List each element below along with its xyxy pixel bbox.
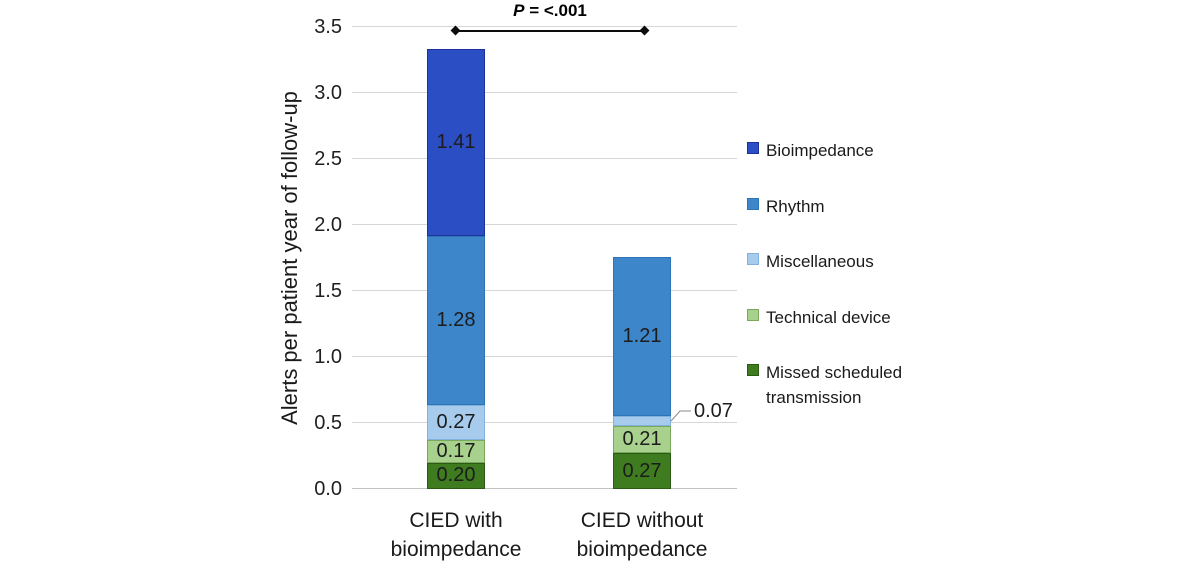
segment-rhythm-1: 1.21 bbox=[613, 256, 671, 417]
gridline-2.0 bbox=[352, 224, 737, 225]
legend-item-rhythm: Rhythm bbox=[747, 194, 947, 219]
legend-swatch-technical-device bbox=[747, 308, 759, 321]
value-label-missed-scheduled-transmission-0: 0.20 bbox=[436, 464, 476, 487]
significance-line bbox=[455, 30, 645, 32]
y-tick-label-1.5: 1.5 bbox=[314, 280, 342, 302]
y-tick-label-3.5: 3.5 bbox=[314, 16, 342, 38]
gridline-1.5 bbox=[352, 290, 737, 291]
legend-label-miscellaneous: Miscellaneous bbox=[766, 252, 874, 271]
gridline-0.5 bbox=[352, 422, 737, 423]
callout-label: 0.07 bbox=[694, 400, 733, 422]
y-tick-label-3.0: 3.0 bbox=[314, 82, 342, 104]
value-label-bioimpedance-0: 1.41 bbox=[436, 131, 476, 153]
y-tick-label-2.0: 2.0 bbox=[314, 214, 342, 236]
value-label-rhythm-0: 1.28 bbox=[436, 308, 476, 331]
y-tick-label-0.5: 0.5 bbox=[314, 412, 342, 434]
x-category-label-cied-without-bioimpedance: CIED without bioimpedance bbox=[576, 509, 708, 561]
legend-item-bioimpedance: Bioimpedance bbox=[747, 138, 947, 163]
legend-label-bioimpedance: Bioimpedance bbox=[766, 141, 874, 160]
legend-swatch-miscellaneous bbox=[747, 253, 759, 265]
segment-technical-device-1: 0.21 bbox=[613, 425, 671, 454]
p-value-label: P = <.001 bbox=[455, 1, 645, 21]
value-label-rhythm-1: 1.21 bbox=[622, 325, 662, 348]
y-axis-title: Alerts per patient year of follow-up bbox=[277, 91, 302, 425]
segment-technical-device-0: 0.17 bbox=[427, 439, 485, 463]
legend-item-missed-scheduled-transmission: Missed scheduled transmission bbox=[747, 360, 947, 410]
legend-swatch-bioimpedance bbox=[747, 142, 759, 154]
legend-label-rhythm: Rhythm bbox=[766, 196, 825, 216]
plot-area: 0.20 0.17 0.27 1.28 1.41 0.27 0.21 1.21 bbox=[352, 26, 737, 489]
value-label-missed-scheduled-transmission-1: 0.27 bbox=[622, 459, 662, 482]
legend-item-technical-device: Technical device bbox=[747, 305, 947, 330]
value-label-technical-device-0: 0.17 bbox=[436, 439, 476, 462]
segment-rhythm-0: 1.28 bbox=[427, 235, 485, 405]
segment-missed-scheduled-transmission-1: 0.27 bbox=[613, 453, 671, 489]
p-value-text: = <.001 bbox=[524, 1, 587, 20]
gridline-3.0 bbox=[352, 92, 737, 93]
segment-miscellaneous-1 bbox=[613, 416, 671, 426]
gridline-3.5 bbox=[352, 26, 737, 27]
x-category-label-cied-with-bioimpedance: CIED with bioimpedance bbox=[390, 509, 522, 561]
gridline-2.5 bbox=[352, 158, 737, 159]
legend-label-technical-device: Technical device bbox=[766, 307, 891, 327]
legend-label-missed-scheduled-transmission: Missed scheduled transmission bbox=[766, 363, 903, 407]
gridline-0.0 bbox=[352, 488, 737, 489]
significance-annotation: P = <.001 bbox=[450, 0, 650, 40]
y-tick-label-0.0: 0.0 bbox=[314, 478, 342, 500]
y-tick-label-1.0: 1.0 bbox=[314, 346, 342, 368]
segment-missed-scheduled-transmission-0: 0.20 bbox=[427, 462, 485, 489]
legend-swatch-rhythm bbox=[747, 197, 759, 210]
gridline-1.0 bbox=[352, 356, 737, 357]
segment-miscellaneous-0: 0.27 bbox=[427, 404, 485, 441]
value-label-miscellaneous-0: 0.27 bbox=[436, 410, 476, 433]
bar-cied-with-bioimpedance: 0.20 0.17 0.27 1.28 1.41 bbox=[427, 27, 485, 489]
p-value-symbol: P bbox=[513, 1, 525, 20]
legend-swatch-missed-scheduled-transmission bbox=[747, 364, 759, 376]
y-tick-label-2.5: 2.5 bbox=[314, 148, 342, 170]
value-label-technical-device-1: 0.21 bbox=[622, 428, 662, 451]
segment-bioimpedance-0: 1.41 bbox=[427, 49, 485, 236]
bar-cied-without-bioimpedance: 0.27 0.21 1.21 bbox=[613, 27, 671, 489]
legend-item-miscellaneous: Miscellaneous bbox=[747, 249, 947, 274]
